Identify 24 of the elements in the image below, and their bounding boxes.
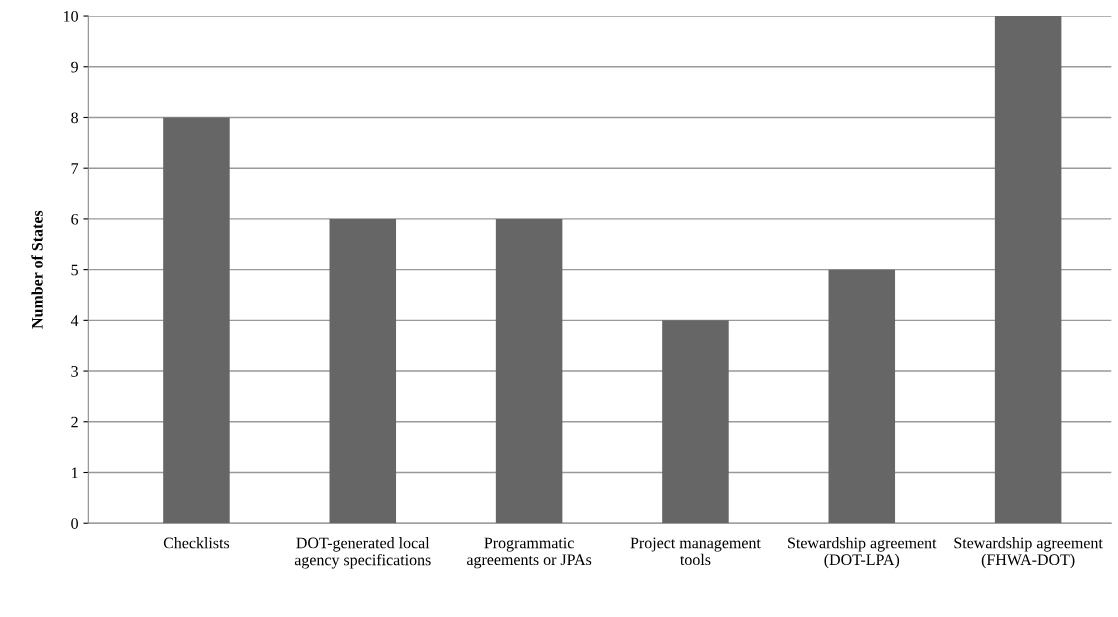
y-tick-label: 9 [71, 61, 78, 73]
y-tick-label: 10 [64, 10, 78, 22]
bar [163, 117, 230, 524]
x-tick-label: DOT-generated local agency specifications [294, 537, 431, 569]
y-tick-label: 6 [71, 213, 79, 225]
bar [495, 218, 563, 524]
bar [828, 269, 896, 524]
bar [994, 16, 1062, 524]
y-tick-label: 2 [71, 416, 78, 428]
x-tick-label: Project management tools [630, 537, 761, 566]
x-tick-label: Stewardship agreement (DOT-LPA) [788, 537, 937, 569]
y-tick-label: 3 [71, 366, 78, 377]
y-tick-label: 0 [71, 518, 78, 529]
bar [662, 320, 729, 524]
bar [329, 218, 397, 524]
y-tick-label: 5 [71, 264, 78, 276]
y-tick-label: 8 [71, 112, 78, 124]
x-tick-label: Programmatic agreements or JPAs [466, 537, 592, 569]
y-axis-title: Number of States [31, 210, 43, 329]
x-tick-label: Checklists [163, 537, 230, 549]
y-tick-label: 7 [71, 163, 79, 174]
x-tick-label: Stewardship agreement (FHWA-DOT) [954, 537, 1103, 569]
y-tick-label: 1 [72, 467, 78, 479]
y-tick-label: 4 [70, 315, 79, 326]
